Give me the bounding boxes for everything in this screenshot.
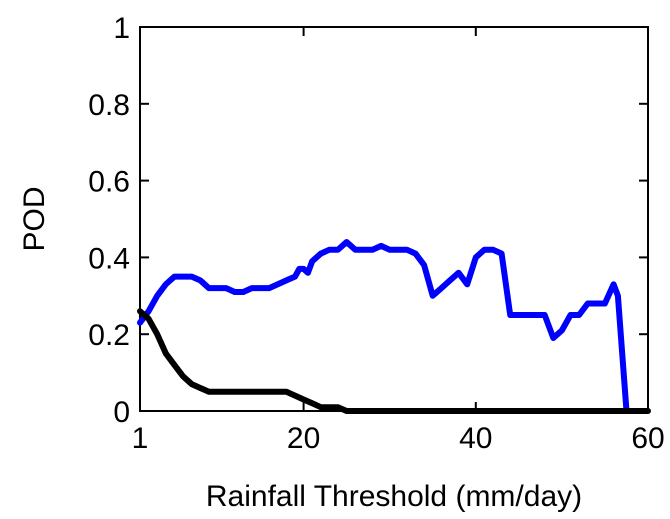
black-series-line — [137, 308, 651, 414]
tick-labels: 1 20 40 60 0 0.2 0.4 0.6 0.8 1 — [88, 12, 664, 455]
y-tick-label: 0.2 — [88, 319, 130, 352]
x-tick-label: 20 — [287, 422, 320, 455]
x-tick-label: 40 — [459, 422, 492, 455]
x-tick-label: 60 — [631, 422, 664, 455]
y-tick-label: 0 — [113, 396, 130, 429]
y-axis-label: POD — [18, 186, 51, 251]
tick-marks — [139, 26, 649, 412]
x-axis-label: Rainfall Threshold (mm/day) — [206, 480, 582, 513]
series-lines — [137, 239, 651, 414]
y-tick-label: 0.6 — [88, 166, 130, 199]
blue-series-line — [137, 239, 630, 414]
y-tick-label: 0.4 — [88, 242, 130, 275]
x-tick-label: 1 — [132, 422, 149, 455]
y-tick-label: 0.8 — [88, 89, 130, 122]
plot-frame — [139, 26, 649, 412]
y-tick-label: 1 — [113, 12, 130, 45]
